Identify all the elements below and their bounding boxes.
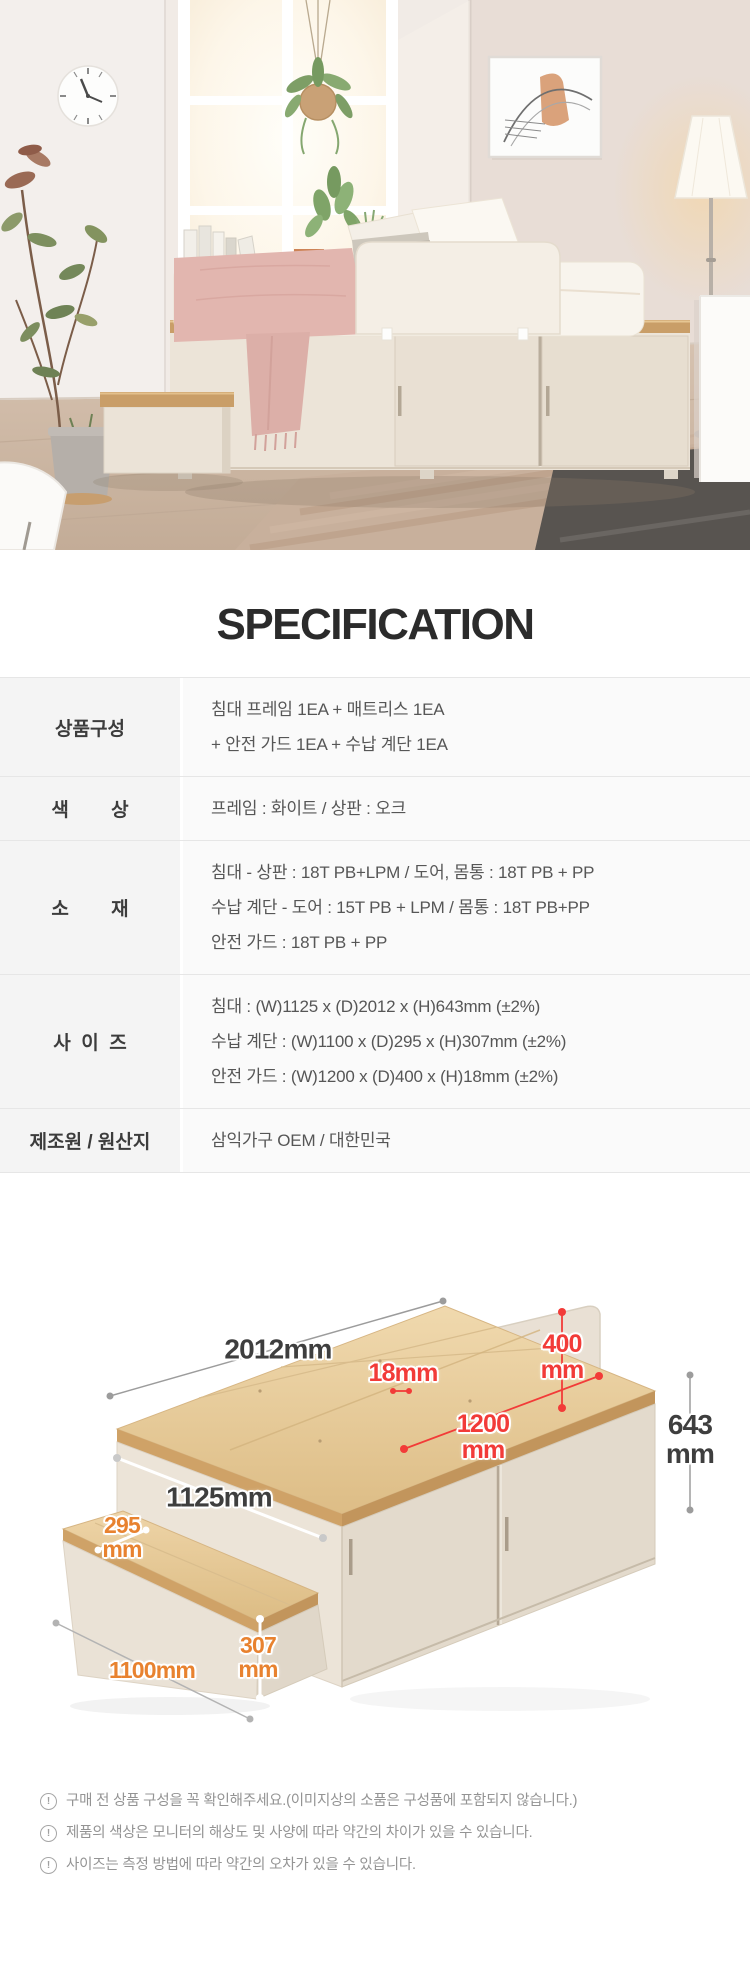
dimension-diagram: 2012mm 18mm 400 mm 1200 mm 643 mm 1125mm… [0, 1251, 750, 1771]
spec-value-manufacturer: 삼익가구 OEM / 대한민국 [183, 1109, 750, 1172]
pink-blanket [174, 248, 368, 452]
spec-label-composition: 상품구성 [0, 678, 183, 776]
note-item: ! 구매 전 상품 구성을 꼭 확인해주세요.(이미지상의 소품은 구성품에 포… [40, 1785, 750, 1817]
diagram-shadow [350, 1687, 650, 1711]
dim-guard-thickness: 18mm [368, 1359, 438, 1387]
diagram-drawing [52, 1297, 694, 1723]
wall-clock [57, 65, 119, 127]
hanging-plant [284, 0, 353, 155]
table-row: 사 이 즈 침대 : (W)1125 x (D)2012 x (H)643mm … [0, 975, 750, 1109]
note-item: ! 제품의 색상은 모니터의 해상도 및 사양에 따라 약간의 차이가 있을 수… [40, 1817, 750, 1849]
dim-bed-length: 2012mm [224, 1333, 332, 1365]
dim-step-depth: 295 mm [102, 1512, 142, 1562]
step-stool [93, 392, 243, 491]
spec-table: 상품구성 침대 프레임 1EA + 매트리스 1EA + 안전 가드 1EA +… [0, 677, 750, 1173]
alert-circle-icon: ! [40, 1857, 57, 1874]
dim-guard-length: 1200 mm [456, 1410, 510, 1464]
spec-label-color: 색 상 [0, 777, 183, 840]
note-text: 구매 전 상품 구성을 꼭 확인해주세요.(이미지상의 소품은 구성품에 포함되… [66, 1793, 578, 1809]
spec-value-color: 프레임 : 화이트 / 상판 : 오크 [183, 777, 750, 840]
table-row: 상품구성 침대 프레임 1EA + 매트리스 1EA + 안전 가드 1EA +… [0, 678, 750, 777]
alert-circle-icon: ! [40, 1793, 57, 1810]
page-title: SPECIFICATION [216, 600, 535, 649]
dim-bed-height: 643 mm [665, 1408, 715, 1469]
note-item: ! 사이즈는 측정 방법에 따라 약간의 오차가 있을 수 있습니다. [40, 1849, 750, 1881]
alert-circle-icon: ! [40, 1825, 57, 1842]
bed [93, 197, 695, 508]
wall-art-frame [487, 55, 603, 160]
hero-product-photo [0, 0, 750, 550]
note-text: 사이즈는 측정 방법에 따라 약간의 오차가 있을 수 있습니다. [66, 1857, 416, 1873]
spec-value-composition: 침대 프레임 1EA + 매트리스 1EA + 안전 가드 1EA + 수납 계… [183, 678, 750, 776]
nightstand [694, 295, 750, 482]
table-row: 색 상 프레임 : 화이트 / 상판 : 오크 [0, 777, 750, 841]
dim-step-height: 307 mm [238, 1632, 278, 1682]
tall-plant [1, 144, 108, 431]
safety-guard [355, 241, 561, 341]
dim-guard-height: 400 mm [540, 1330, 585, 1384]
notes: ! 구매 전 상품 구성을 꼭 확인해주세요.(이미지상의 소품은 구성품에 포… [40, 1785, 750, 1881]
spec-label-material: 소 재 [0, 841, 183, 974]
table-row: 소 재 침대 - 상판 : 18T PB+LPM / 도어, 몸통 : 18T … [0, 841, 750, 975]
dimension-lines [52, 1297, 694, 1723]
dim-step-width: 1100mm [109, 1657, 196, 1684]
spec-value-material: 침대 - 상판 : 18T PB+LPM / 도어, 몸통 : 18T PB +… [183, 841, 750, 974]
note-text: 제품의 색상은 모니터의 해상도 및 사양에 따라 약간의 차이가 있을 수 있… [66, 1825, 533, 1841]
spec-label-manufacturer: 제조원 / 원산지 [0, 1109, 183, 1172]
chair [0, 461, 68, 550]
table-row: 제조원 / 원산지 삼익가구 OEM / 대한민국 [0, 1109, 750, 1172]
spec-label-size: 사 이 즈 [0, 975, 183, 1108]
planter-pot [48, 413, 116, 505]
spec-value-size: 침대 : (W)1125 x (D)2012 x (H)643mm (±2%) … [183, 975, 750, 1108]
hero-scene [0, 0, 750, 550]
diagram-shadow [70, 1697, 270, 1715]
dim-bed-width: 1125mm [166, 1481, 273, 1513]
